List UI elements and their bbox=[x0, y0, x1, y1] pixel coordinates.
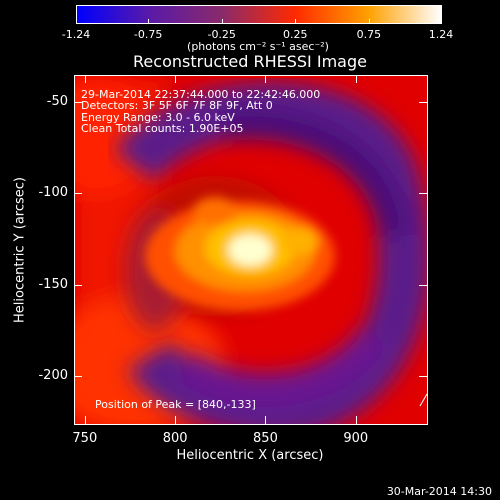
timestamp: 30-Mar-2014 14:30 bbox=[386, 485, 492, 498]
x-tick bbox=[84, 75, 86, 83]
y-tick bbox=[419, 102, 427, 104]
colorbar-tick-label: -0.75 bbox=[133, 28, 163, 41]
colorbar-units: (photons cm⁻² s⁻¹ asec⁻²) bbox=[187, 40, 329, 53]
x-tick bbox=[175, 75, 177, 83]
colorbar-tick bbox=[148, 19, 150, 24]
x-axis-label: Heliocentric X (arcsec) bbox=[176, 448, 324, 463]
y-tick bbox=[419, 375, 427, 377]
info-time-range: 29-Mar-2014 22:37:44.000 to 22:42:46.000 bbox=[81, 88, 321, 101]
colorbar-tick bbox=[441, 19, 442, 24]
y-tick-label: -50 bbox=[46, 94, 68, 110]
y-tick bbox=[419, 193, 427, 195]
colorbar-tick bbox=[76, 19, 77, 24]
x-tick bbox=[265, 416, 267, 424]
colorbar-tick-label: 0.25 bbox=[283, 28, 308, 41]
x-tick-label: 900 bbox=[343, 431, 369, 446]
flare-core bbox=[145, 197, 335, 311]
info-energy-range: Energy Range: 3.0 - 6.0 keV bbox=[81, 111, 235, 124]
colorbar-tick-label: 1.24 bbox=[428, 28, 454, 41]
x-tick bbox=[265, 75, 267, 83]
y-tick bbox=[74, 375, 82, 377]
x-tick bbox=[175, 416, 177, 424]
dark-arc bbox=[114, 82, 427, 424]
info-method-counts: Clean Total counts: 1.90E+05 bbox=[81, 122, 244, 135]
x-tick bbox=[355, 75, 357, 83]
y-tick bbox=[74, 284, 82, 286]
y-axis-label: Heliocentric Y (arcsec) bbox=[12, 177, 28, 323]
x-tick bbox=[84, 416, 86, 424]
colorbar bbox=[76, 5, 442, 24]
colorbar-tick bbox=[221, 19, 223, 24]
x-tick-label: 850 bbox=[253, 431, 278, 446]
image-plot: 29-Mar-2014 22:37:44.000 to 22:42:46.000… bbox=[74, 75, 428, 425]
y-tick-label: -100 bbox=[38, 185, 68, 201]
x-tick-label: 750 bbox=[72, 431, 98, 446]
info-peak-position: Position of Peak = [840,-133] bbox=[95, 398, 256, 411]
x-tick-label: 800 bbox=[162, 431, 188, 446]
colorbar-tick-label: -0.25 bbox=[207, 28, 236, 41]
flare-image bbox=[75, 76, 427, 424]
info-detectors: Detectors: 3F 5F 6F 7F 8F 9F, Att 0 bbox=[81, 99, 273, 112]
colorbar-tick-label: 0.75 bbox=[356, 28, 382, 41]
colorbar-tick-label: -1.24 bbox=[61, 28, 91, 41]
image-title: Reconstructed RHESSI Image bbox=[133, 52, 367, 71]
colorbar-tick bbox=[295, 19, 297, 24]
y-tick-label: -150 bbox=[38, 276, 68, 292]
colorbar-tick bbox=[368, 19, 370, 24]
y-tick bbox=[74, 102, 82, 104]
y-tick bbox=[419, 284, 427, 286]
y-tick bbox=[74, 193, 82, 195]
y-tick-label: -200 bbox=[38, 367, 68, 383]
x-tick bbox=[355, 416, 357, 424]
